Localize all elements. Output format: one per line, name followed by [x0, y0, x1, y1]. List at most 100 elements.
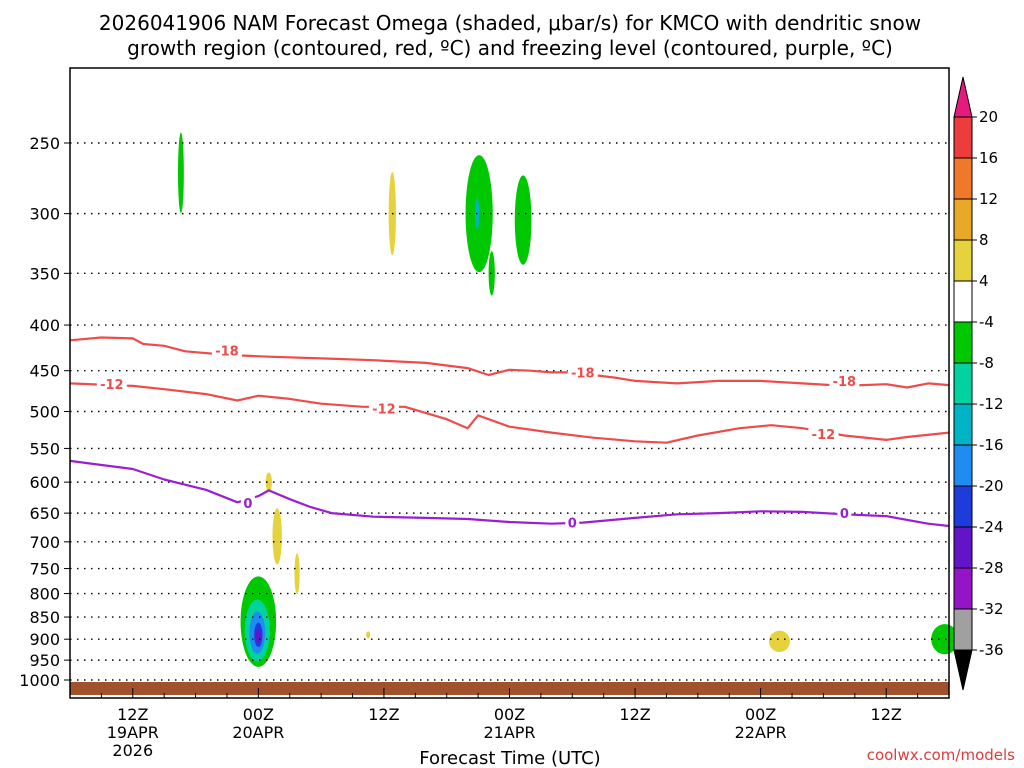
contour-label-1-0: -12 [100, 378, 124, 393]
contour-label-bg-2-2 [837, 505, 852, 521]
x-tick-label-24-0: 00Z [243, 705, 274, 724]
colorbar-bin-4 [953, 280, 973, 323]
contour-label-bg-0-2 [829, 372, 860, 388]
colorbar-bin-2 [953, 198, 973, 241]
colorbar-label-5: -4 [979, 313, 994, 331]
omega-cell-15 [769, 630, 790, 653]
colorbar-bin-12 [953, 608, 973, 651]
chart-title-line1: 2026041906 NAM Forecast Omega (shaded, μ… [99, 11, 921, 35]
y-tick-label-500: 500 [29, 403, 60, 422]
y-tick-label-950: 950 [29, 651, 60, 670]
contour-label-1-2: -12 [812, 428, 836, 443]
colorbar-label-12: -32 [979, 600, 1004, 618]
y-tick-label-450: 450 [29, 362, 60, 381]
colorbar-label-8: -16 [979, 436, 1004, 454]
isotherm-contour-layer: -18 -18 -18 -12 -12 -12 0 0 0 [69, 336, 950, 532]
x-tick-label-24-1: 20APR [232, 723, 284, 742]
x-tick-label-84-0: 12Z [871, 705, 902, 724]
chart-title-line2: growth region (contoured, red, ºC) and f… [127, 36, 893, 60]
contour-label-2-2: 0 [840, 507, 849, 522]
omega-cell-7 [272, 508, 282, 565]
x-axis-title: Forecast Time (UTC) [419, 748, 600, 768]
omega-shading-layer [177, 132, 959, 667]
contour-label-bg-1-0 [96, 376, 127, 392]
colorbar-label-13: -36 [979, 641, 1004, 659]
colorbar-bottom-arrow [953, 649, 973, 691]
y-tick-label-700: 700 [29, 533, 60, 552]
x-tick-label-48-1: 21APR [483, 723, 535, 742]
plot-background [70, 68, 949, 698]
contour-label-0-0: -18 [215, 344, 239, 359]
contour-label-bg-2-0 [240, 494, 255, 510]
omega-cell-14 [255, 628, 261, 643]
colorbar-bin-6 [953, 362, 973, 405]
y-tick-label-650: 650 [29, 504, 60, 523]
colorbar-bin-3 [953, 239, 973, 282]
omega-cell-6 [265, 472, 272, 492]
colorbar-label-1: 16 [979, 149, 998, 167]
colorbar-bin-11 [953, 567, 973, 610]
x-tick-label-12-2: 2026 [112, 741, 153, 760]
colorbar-bin-0 [953, 116, 973, 159]
contour-label-bg-0-1 [567, 364, 598, 380]
contour-line-1 [69, 382, 950, 444]
x-tick-label-12-0: 12Z [117, 705, 148, 724]
colorbar-bin-9 [953, 485, 973, 528]
omega-cell-2 [465, 155, 493, 273]
colorbar-top-arrow [953, 76, 973, 118]
y-tick-label-250: 250 [29, 134, 60, 153]
omega-cell-16 [931, 624, 959, 655]
omega-cell-8 [294, 553, 300, 595]
x-tick-label-36-0: 12Z [368, 705, 399, 724]
omega-cell-0 [177, 132, 184, 214]
y-axis-pressure: 250 300 350 400 450 500 550 600 650 700 750 800 850 9… [19, 134, 70, 690]
contour-label-2-0: 0 [243, 497, 252, 512]
omega-cell-9 [366, 631, 371, 639]
y-tick-label-400: 400 [29, 316, 60, 335]
colorbar-label-11: -28 [979, 559, 1004, 577]
contour-line-0 [69, 336, 950, 389]
colorbar-label-2: 12 [979, 190, 998, 208]
colorbar-bin-7 [953, 403, 973, 446]
omega-cell-4 [514, 175, 532, 265]
y-tick-label-900: 900 [29, 630, 60, 649]
colorbar-label-10: -24 [979, 518, 1004, 536]
colorbar-label-7: -12 [979, 395, 1004, 413]
contour-label-2-1: 0 [568, 517, 577, 532]
contour-label-bg-0-0 [211, 342, 242, 358]
credit-text: coolwx.com/models [867, 746, 1015, 764]
plot-area: -18 -18 -18 -12 -12 -12 0 0 0 [69, 67, 959, 699]
colorbar-label-6: -8 [979, 354, 994, 372]
contour-label-0-1: -18 [571, 366, 595, 381]
colorbar-label-3: 8 [979, 231, 989, 249]
x-tick-label-48-0: 00Z [494, 705, 525, 724]
omega-cell-3 [488, 251, 495, 296]
colorbar-label-4: 4 [979, 272, 989, 290]
contour-line-2 [69, 459, 950, 528]
x-tick-label-12-1: 19APR [107, 723, 159, 742]
omega-colorbar: 20 16 12 8 4 -4 -8 -12 -16 -20 -24 -28 -32 -36 [953, 76, 1004, 691]
x-tick-label-72-0: 00Z [745, 705, 776, 724]
colorbar-bin-8 [953, 444, 973, 487]
x-tick-label-72-1: 22APR [735, 723, 787, 742]
colorbar-bin-1 [953, 157, 973, 200]
colorbar-label-9: -20 [979, 477, 1004, 495]
y-tick-label-350: 350 [29, 264, 60, 283]
colorbar-bin-10 [953, 526, 973, 569]
y-tick-label-850: 850 [29, 608, 60, 627]
contour-label-bg-1-1 [368, 400, 399, 416]
contour-label-bg-1-2 [808, 426, 839, 442]
contour-label-0-2: -18 [833, 375, 857, 390]
y-tick-label-300: 300 [29, 205, 60, 224]
y-tick-label-600: 600 [29, 473, 60, 492]
y-tick-label-750: 750 [29, 560, 60, 579]
colorbar-bin-5 [953, 321, 973, 364]
y-tick-label-1000: 1000 [19, 671, 60, 690]
y-tick-label-800: 800 [29, 585, 60, 604]
contour-label-1-1: -12 [372, 402, 396, 417]
x-tick-label-60-0: 12Z [619, 705, 650, 724]
contour-label-bg-2-1 [565, 514, 580, 530]
y-tick-label-550: 550 [29, 439, 60, 458]
